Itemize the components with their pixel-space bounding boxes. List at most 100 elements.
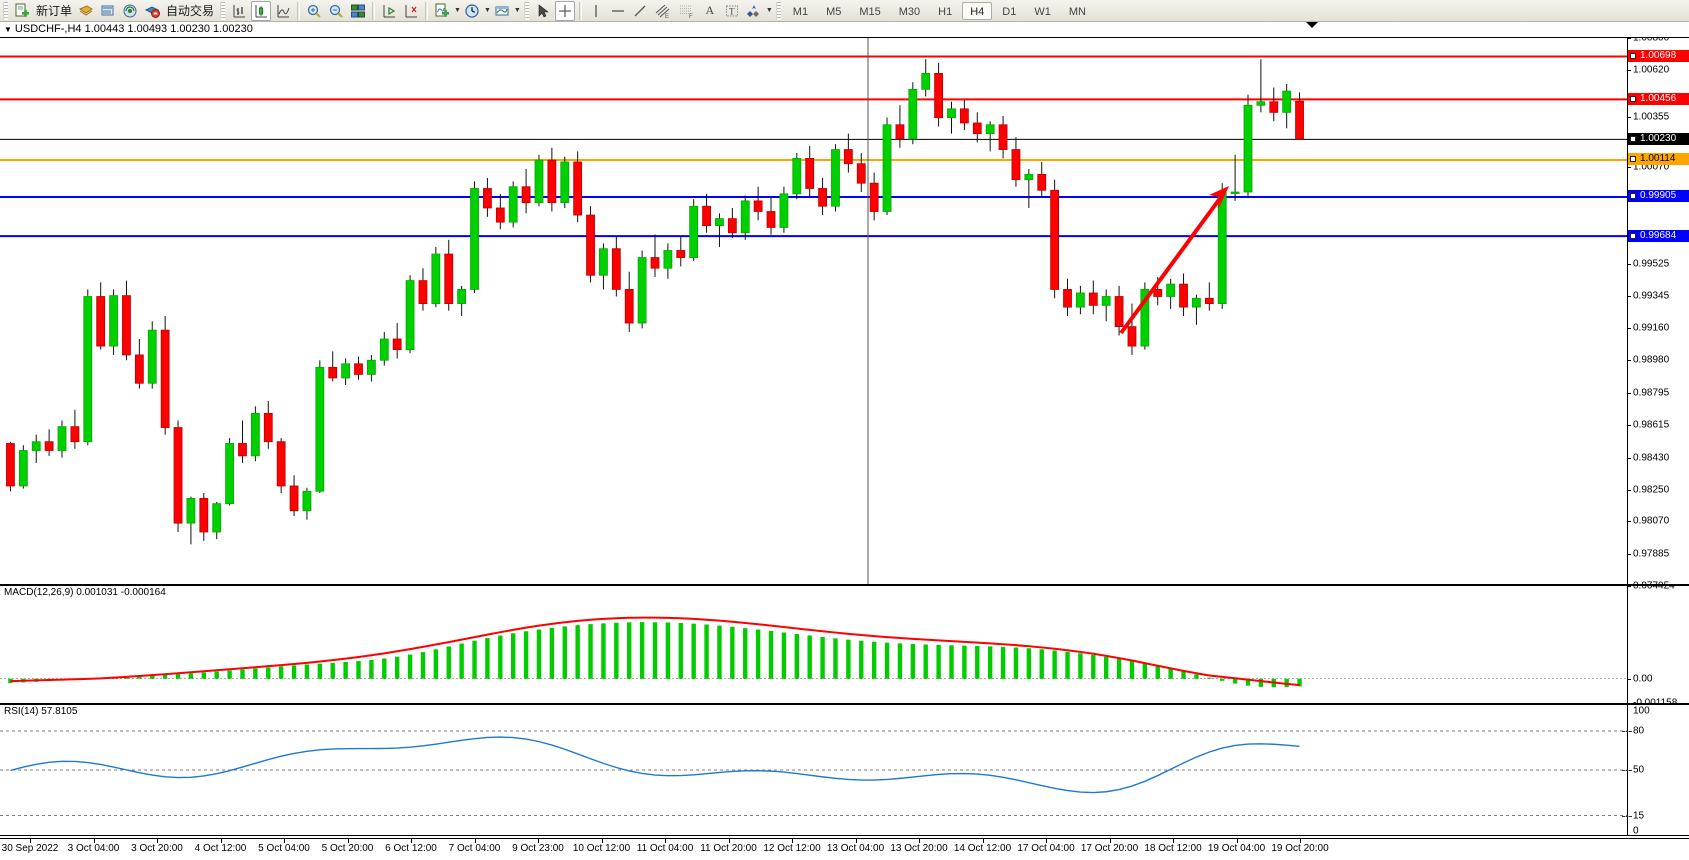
price-tag-support[interactable]: 0.99905 [1628, 190, 1689, 203]
time-axis[interactable]: 30 Sep 2022 3 Oct 04:00 3 Oct 20:00 4 Oct 1… [0, 838, 1689, 860]
price-axis-label: 1.00070 [1633, 161, 1670, 173]
price-plot[interactable] [0, 38, 1689, 584]
price-tag-handle[interactable] [1630, 135, 1636, 142]
price-tag-handle[interactable] [1630, 232, 1636, 239]
price-tag-handle[interactable] [1630, 193, 1636, 200]
indicators-icon[interactable] [432, 1, 452, 21]
rsi-axis-label: 50 [1633, 764, 1645, 776]
time-axis-label: 12 Oct 12:00 [763, 843, 821, 854]
rsi-axis-label: 0 [1633, 825, 1639, 836]
timeframe-button-m30[interactable]: M30 [898, 5, 921, 18]
time-axis-label: 4 Oct 12:00 [194, 843, 247, 854]
macd-pane[interactable]: MACD(12,26,9) 0.001031 -0.000164 0.00442… [0, 585, 1689, 704]
price-axis[interactable]: 1.008001.006201.004551.003551.000700.995… [1627, 38, 1689, 584]
toolbar-grip-4[interactable] [775, 1, 781, 20]
timeframe-button-h4[interactable]: H4 [962, 1, 993, 20]
price-pane[interactable]: 1.008001.006201.004551.003551.000700.995… [0, 37, 1689, 585]
cursor-icon[interactable] [533, 1, 553, 21]
price-tag-handle[interactable] [1630, 156, 1636, 163]
bar-chart-icon[interactable] [229, 1, 249, 21]
time-axis-label: 5 Oct 20:00 [321, 843, 374, 854]
price-tag-handle[interactable] [1630, 95, 1636, 102]
shapes-dropdown-caret[interactable]: ▼ [765, 7, 773, 14]
toolbar-grip-2[interactable] [220, 1, 226, 20]
time-axis-label: 5 Oct 04:00 [258, 843, 310, 854]
timeframe-button-h1[interactable]: H1 [938, 5, 953, 18]
timeframe-button-m1[interactable]: M1 [792, 5, 809, 18]
auto-trading-icon[interactable] [142, 1, 162, 21]
price-axis-label: 1.00800 [1633, 37, 1670, 44]
price-axis-label: 0.98070 [1633, 515, 1670, 527]
macd-axis-label: -0.001158 [1633, 697, 1678, 704]
fibonacci-icon[interactable]: F [676, 1, 698, 21]
text-label-icon[interactable]: T [722, 1, 742, 21]
price-tag-current-price[interactable]: 1.00230 [1628, 132, 1689, 145]
time-axis-label: 17 Oct 20:00 [1080, 843, 1139, 854]
price-axis-tick [1628, 38, 1631, 39]
rsi-plot[interactable] [0, 705, 1689, 835]
vertical-line-icon[interactable] [586, 1, 606, 21]
rsi-axis-tick [1622, 731, 1632, 732]
price-tag-support[interactable]: 0.99684 [1628, 229, 1689, 242]
toolbar-grip-1[interactable] [3, 1, 8, 20]
timeframe-button-m5[interactable]: M5 [826, 5, 842, 18]
time-axis-label: 30 Sep 2022 [1, 843, 59, 854]
chart-area[interactable]: ▼ USDCHF-,H4 1.00443 1.00493 1.00230 1.00… [0, 22, 1689, 860]
line-chart-icon[interactable] [273, 1, 293, 21]
auto-scroll-icon[interactable] [401, 1, 421, 21]
chart-scroll-marker[interactable] [1306, 22, 1318, 28]
price-tag-handle[interactable] [1630, 53, 1636, 60]
main-toolbar: 新订单 自动交易 ▼ ▼ [0, 0, 1689, 22]
shapes-icon[interactable] [744, 1, 764, 21]
rsi-title: RSI(14) 57.8105 [4, 706, 78, 717]
rsi-pane[interactable]: RSI(14) 57.8105 100 80 50 15 0 [0, 704, 1689, 836]
macd-plot[interactable] [0, 586, 1689, 703]
svg-text:E: E [665, 14, 669, 19]
horizontal-line-icon[interactable] [608, 1, 628, 21]
trendline-icon[interactable] [630, 1, 650, 21]
crosshair-icon[interactable] [554, 0, 575, 21]
price-axis-tick [1628, 489, 1631, 491]
time-axis-label: 6 Oct 12:00 [385, 843, 437, 854]
timeframe-button-mn[interactable]: MN [1068, 5, 1086, 18]
profiles-icon[interactable] [76, 1, 96, 21]
time-axis-tick [93, 839, 95, 843]
zoom-out-icon[interactable] [326, 1, 346, 21]
new-order-icon[interactable] [12, 1, 32, 21]
timeframe-button-w1[interactable]: W1 [1034, 5, 1051, 18]
price-tag-pivot[interactable]: 1.00114 [1628, 153, 1689, 166]
chart-shift-icon[interactable] [379, 1, 399, 21]
indicators-dropdown-caret[interactable]: ▼ [454, 7, 461, 14]
macd-axis[interactable]: 0.004424 0.00 -0.001158 [1627, 586, 1689, 703]
period-icon[interactable] [462, 1, 482, 21]
equidistant-channel-icon[interactable]: E [652, 1, 674, 21]
macd-axis-tick [1628, 586, 1631, 587]
price-tag-resistance[interactable]: 1.00698 [1628, 50, 1689, 63]
timeframe-button-m15[interactable]: M15 [859, 5, 881, 18]
chart-collapse-icon[interactable]: ▼ [4, 25, 12, 34]
macd-title: MACD(12,26,9) 0.001031 -0.000164 [4, 587, 166, 598]
market-watch-icon[interactable] [98, 1, 118, 21]
rsi-axis-label: 15 [1633, 810, 1645, 821]
svg-text:T: T [729, 6, 735, 16]
toolbar-separator-1 [297, 1, 301, 20]
price-axis-label: 1.00355 [1633, 111, 1670, 123]
navigator-icon[interactable] [120, 1, 140, 21]
price-axis-label: 0.98250 [1633, 484, 1670, 495]
timeframe-button-d1[interactable]: D1 [1002, 5, 1017, 18]
new-order-label[interactable]: 新订单 [36, 4, 73, 18]
text-icon[interactable]: A [705, 3, 715, 17]
tile-windows-icon[interactable] [348, 1, 368, 21]
time-axis-tick [1236, 839, 1238, 843]
price-axis-tick [1628, 167, 1631, 169]
templates-icon[interactable] [492, 1, 512, 21]
templates-dropdown-caret[interactable]: ▼ [513, 7, 521, 14]
candlestick-chart-icon[interactable] [251, 0, 272, 21]
auto-trading-label[interactable]: 自动交易 [166, 4, 215, 18]
price-axis-tick [1628, 116, 1631, 118]
toolbar-grip-3[interactable] [523, 1, 529, 20]
price-tag-resistance[interactable]: 1.00456 [1628, 92, 1689, 105]
rsi-axis[interactable]: 100 80 50 15 0 [1622, 705, 1689, 836]
period-dropdown-caret[interactable]: ▼ [483, 7, 491, 14]
zoom-in-icon[interactable] [304, 1, 324, 21]
